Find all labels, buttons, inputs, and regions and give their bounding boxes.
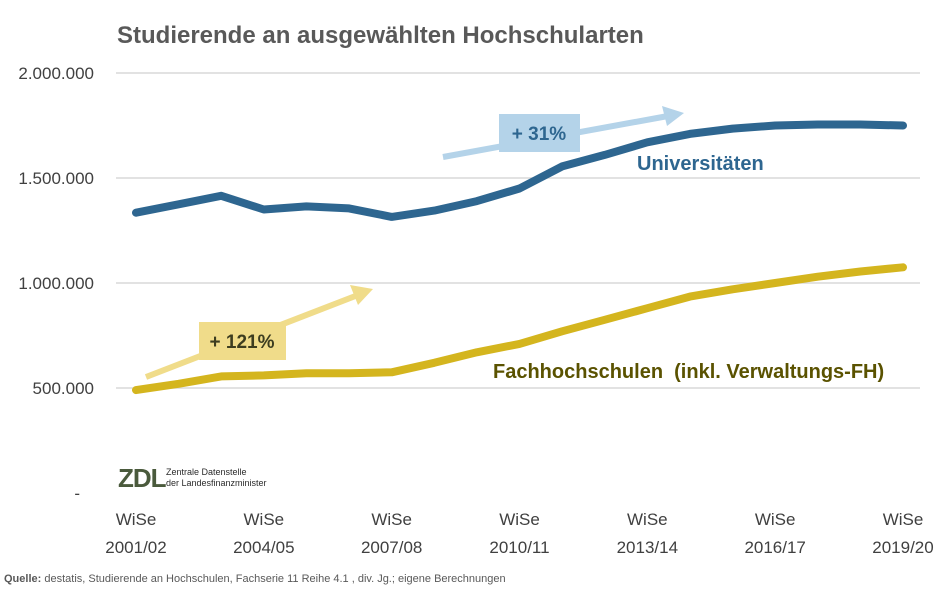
arrow-head-icon xyxy=(662,106,684,126)
data-point xyxy=(817,276,819,278)
data-point xyxy=(433,210,435,212)
data-point xyxy=(433,362,435,364)
data-point xyxy=(561,165,563,167)
annotation-box xyxy=(199,322,286,360)
x-tick-label: 2010/11 xyxy=(489,538,549,557)
annotation-text-fh: + 121% xyxy=(210,332,275,353)
logo-letters: ZDL xyxy=(118,463,167,493)
data-point xyxy=(220,195,222,197)
data-point xyxy=(220,375,222,377)
y-axis-ticks: - 500.000 1.000.000 1.500.000 2.000.000 xyxy=(18,64,94,503)
data-point xyxy=(305,372,307,374)
x-tick-label: 2007/08 xyxy=(361,538,422,557)
data-point xyxy=(646,307,648,309)
x-tick-label: WiSe xyxy=(627,510,668,529)
x-tick-label: WiSe xyxy=(371,510,412,529)
series-label-fachhochschulen: Fachhochschulen (inkl. Verwaltungs-FH) xyxy=(493,361,884,383)
y-tick-label: 1.000.000 xyxy=(18,274,94,293)
data-point xyxy=(689,133,691,135)
data-point xyxy=(476,200,478,202)
x-tick-label: 2019/20 xyxy=(872,538,933,557)
data-point xyxy=(348,207,350,209)
source-note: Quelle: destatis, Studierende an Hochsch… xyxy=(4,573,506,585)
data-point xyxy=(604,319,606,321)
x-tick-label: 2013/14 xyxy=(617,538,678,557)
data-point xyxy=(263,374,265,376)
chart-title: Studierende an ausgewählten Hochschulart… xyxy=(117,22,644,49)
data-point xyxy=(817,123,819,125)
x-tick-label: WiSe xyxy=(755,510,796,529)
data-point xyxy=(859,123,861,125)
data-point xyxy=(732,128,734,130)
x-tick-label: 2001/02 xyxy=(105,538,166,557)
y-tick-label: 1.500.000 xyxy=(18,169,94,188)
y-tick-label: 500.000 xyxy=(33,379,94,398)
zdl-logo: ZDL Zentrale Datenstelle der Landesfinan… xyxy=(118,463,267,493)
x-tick-label: WiSe xyxy=(499,510,540,529)
data-point xyxy=(391,371,393,373)
data-point xyxy=(519,343,520,345)
annotation-box xyxy=(499,114,580,152)
y-tick-label: 2.000.000 xyxy=(18,64,94,83)
data-point xyxy=(732,288,734,290)
data-point xyxy=(135,212,137,214)
data-point xyxy=(263,209,265,210)
x-tick-label: 2004/05 xyxy=(233,538,294,557)
series-lines xyxy=(132,120,907,395)
annotation-universitaeten: + 31% xyxy=(442,106,684,160)
data-point xyxy=(774,125,776,126)
x-axis-ticks: WiSe 2001/02 WiSe 2004/05 WiSe 2007/08 WiSe 201… xyxy=(105,510,933,557)
data-point xyxy=(689,296,691,298)
data-point xyxy=(305,205,307,207)
x-tick-label: 2016/17 xyxy=(744,538,805,557)
data-point xyxy=(646,141,648,143)
x-tick-label: WiSe xyxy=(244,510,285,529)
annotation-fachhochschulen: + 121% xyxy=(144,285,373,380)
annotation-text-uni: + 31% xyxy=(512,124,567,145)
data-point xyxy=(178,203,180,205)
x-tick-label: WiSe xyxy=(883,510,924,529)
data-point xyxy=(561,330,563,332)
logo-line1: Zentrale Datenstelle xyxy=(166,467,247,477)
data-point xyxy=(178,383,180,385)
y-tick-label: - xyxy=(74,484,80,503)
data-point xyxy=(604,154,606,156)
data-point xyxy=(135,389,137,391)
logo-line2: der Landesfinanzminister xyxy=(166,478,267,488)
source-label: Quelle: xyxy=(4,573,41,585)
data-point xyxy=(476,351,478,353)
arrow-head-icon xyxy=(350,285,373,305)
data-point xyxy=(859,270,861,272)
data-point xyxy=(902,266,904,268)
data-point xyxy=(902,125,904,126)
data-point xyxy=(391,216,393,218)
data-point xyxy=(774,282,776,284)
data-point xyxy=(348,372,350,374)
source-text: destatis, Studierende an Hochschulen, Fa… xyxy=(41,573,505,585)
data-point xyxy=(519,188,520,189)
series-label-universitaeten: Universitäten xyxy=(637,153,764,175)
x-tick-label: WiSe xyxy=(116,510,157,529)
